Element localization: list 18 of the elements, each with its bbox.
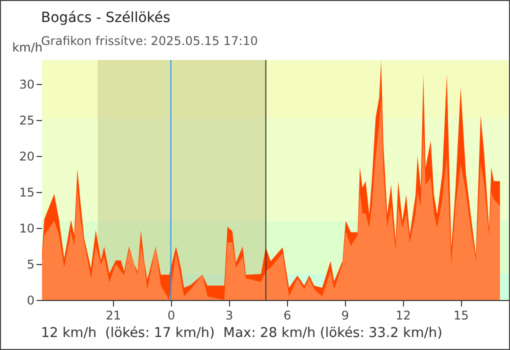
y-tick-label: 30 bbox=[19, 77, 34, 92]
x-tick-label: 21 bbox=[106, 308, 121, 322]
y-tick-label: 0 bbox=[26, 294, 34, 308]
text: 12 km/h (lökés: 17 km/h) Max: 28 km/h (lökés: 33.2 km/h) bbox=[41, 325, 442, 341]
x-tick-label: 15 bbox=[454, 308, 469, 322]
chart-title: Bogács - Széllökés bbox=[41, 10, 170, 26]
x-tick-label: 6 bbox=[283, 308, 292, 322]
y-tick-label: 10 bbox=[19, 221, 34, 236]
y-axis-title: km/h bbox=[12, 40, 42, 54]
x-tick-label: 12 bbox=[396, 308, 411, 322]
x-tick-label: 9 bbox=[341, 308, 350, 322]
y-tick-label: 5 bbox=[26, 257, 34, 272]
chart-subtitle: Grafikon frissítve: 2025.05.15 17:10 bbox=[41, 34, 258, 48]
y-tick-label: 15 bbox=[19, 185, 34, 200]
x-tick-label: 0 bbox=[168, 308, 176, 322]
y-tick-label: 25 bbox=[19, 113, 34, 128]
y-tick-label: 20 bbox=[19, 149, 34, 164]
x-tick-label: 3 bbox=[225, 308, 234, 322]
